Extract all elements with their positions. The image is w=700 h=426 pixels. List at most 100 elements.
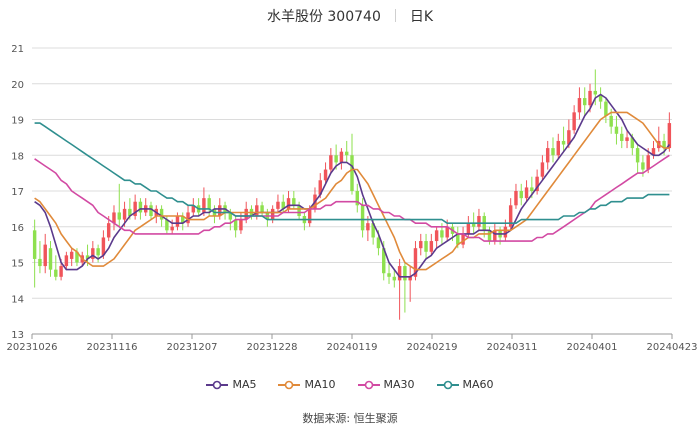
candle-body [609,115,613,127]
candle-body [75,251,79,263]
candle-body [545,148,550,163]
stock-name: 水羊股份 300740 [266,9,381,25]
candle-body [667,123,672,149]
candle-body [122,208,127,220]
candle-body [598,94,603,102]
candle-body [334,155,338,163]
candle-body [38,258,42,267]
candle-body [270,208,275,220]
candle-body [403,266,407,281]
candle-body [59,266,63,277]
candle-body [128,208,132,217]
candle-body [503,226,508,238]
candle-body [376,237,381,249]
candle-body [366,223,370,231]
candle-body [355,191,360,206]
candle-body [519,191,523,199]
legend-label: MA30 [383,378,415,391]
candle-body [461,233,465,245]
candle-body [85,255,90,259]
candle-body [133,201,137,217]
y-tick-label: 15 [11,259,24,270]
candle-body [614,126,619,134]
candle-body [530,187,534,191]
candle-body [662,140,666,149]
legend-marker [357,380,380,389]
candle-body [276,201,280,209]
candle-body [477,216,481,227]
series-line-ma5 [34,93,671,278]
candle-body [551,148,555,156]
legend-item-ma30[interactable]: MA30 [357,378,415,391]
candle-body [456,233,460,245]
y-tick-label: 21 [11,44,24,55]
candle-body [202,198,206,213]
series-line-ma60 [34,122,670,224]
legend: MA5 MA10 MA30 MA60 [0,378,700,393]
candle-body [487,230,492,242]
candle-body [382,248,386,274]
x-tick-label: 20240311 [487,342,538,353]
candle-body [429,241,434,252]
candle-body [419,241,423,249]
candle-body [593,90,598,95]
candle-body [540,162,545,177]
x-tick-label: 20240219 [407,342,458,353]
candle-body [344,151,349,156]
data-source: 数据来源: 恒生聚源 [302,412,398,425]
candle-body [535,176,539,191]
x-tick-label: 20240423 [647,342,698,353]
legend-label: MA60 [462,378,494,391]
x-tick-label: 20240119 [327,342,378,353]
candle-body [138,201,143,213]
candle-body [514,191,518,206]
candle-body [651,148,656,156]
legend-marker [436,380,459,389]
candle-body [170,226,174,231]
candle-body [646,155,650,170]
candle-body [630,137,635,149]
candle-body [583,98,587,106]
candle-body [466,223,471,234]
candle-body [64,255,69,267]
candle-body [239,219,243,231]
candle-body [567,130,571,145]
candle-body [175,216,180,227]
candle-body [244,208,248,220]
candle-body [620,133,624,141]
x-tick-label: 20231026 [7,342,58,353]
candle-body [101,237,106,256]
x-tick-label: 20231207 [167,342,218,353]
candle-body [165,219,169,231]
legend-item-ma60[interactable]: MA60 [436,378,494,391]
candle-body [32,230,37,259]
candle-body [186,212,190,224]
y-tick-label: 13 [11,330,24,341]
y-tick-label: 14 [11,294,24,305]
candle-body [408,276,412,281]
candle-body [318,180,322,195]
candle-body [360,205,365,231]
y-tick-label: 17 [11,187,24,198]
x-tick-label: 20240401 [567,342,618,353]
period-label: 日K [409,9,434,25]
legend-item-ma5[interactable]: MA5 [206,378,256,391]
legend-item-ma10[interactable]: MA10 [278,378,336,391]
candle-body [260,205,264,213]
series-line-ma30 [34,154,670,242]
candle-body [493,230,497,242]
candle-body [323,169,328,181]
candle-body [281,201,285,209]
candle-body [112,212,116,224]
candle-body [54,269,58,277]
candle-body [228,212,233,220]
candle-body [286,198,291,209]
candle-body [307,208,312,224]
candle-body [397,266,402,281]
candle-body [91,248,95,259]
candle-body [604,101,608,116]
candle-body [588,90,592,106]
legend-marker [278,380,301,389]
candle-body [625,137,629,141]
